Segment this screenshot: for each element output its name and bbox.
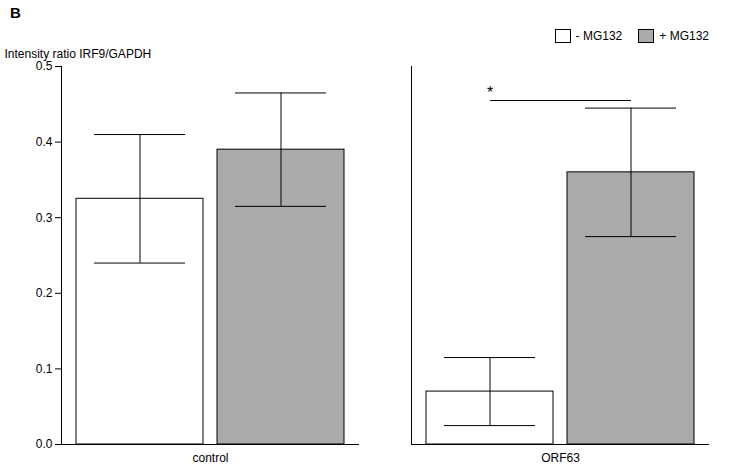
svg-text:0.5: 0.5 — [36, 59, 53, 73]
html-text:B: B — [10, 4, 21, 21]
svg-text:Intensity ratio IRF9/GAPDH: Intensity ratio IRF9/GAPDH — [5, 47, 152, 61]
svg-text:ORF63: ORF63 — [541, 451, 580, 465]
html-text:+ MG132: + MG132 — [659, 28, 709, 43]
svg-text:0.0: 0.0 — [36, 437, 53, 451]
svg-text:0.4: 0.4 — [36, 135, 53, 149]
svg-text:0.3: 0.3 — [36, 211, 53, 225]
html-text:- MG132: - MG132 — [575, 28, 623, 43]
svg-text:*: * — [487, 84, 493, 101]
svg-text:control: control — [192, 451, 228, 465]
svg-text:0.1: 0.1 — [36, 362, 53, 376]
svg-text:0.2: 0.2 — [36, 286, 53, 300]
